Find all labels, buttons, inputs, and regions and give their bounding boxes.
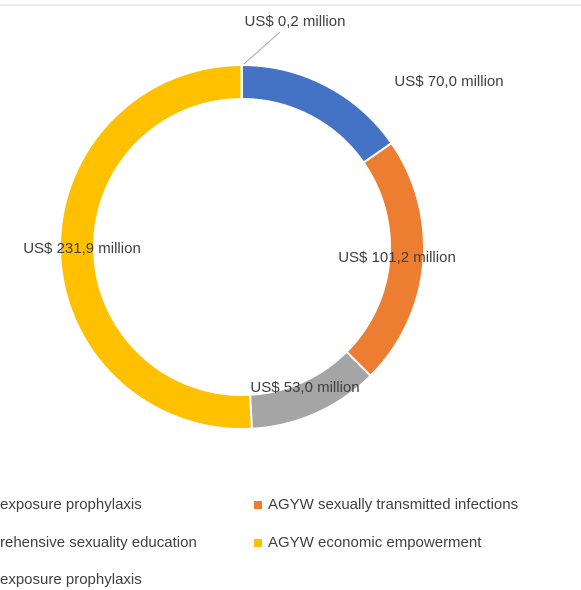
donut-segment <box>59 63 253 430</box>
data-label: US$ 0,2 million <box>245 13 346 30</box>
legend-label: AGYW economic empowerment <box>268 534 482 551</box>
donut-segment <box>240 63 243 101</box>
legend-label: rehensive sexuality education <box>0 534 197 551</box>
legend-swatch <box>254 539 262 547</box>
legend-label: exposure prophylaxis <box>0 496 142 513</box>
data-label: US$ 53,0 million <box>250 379 359 396</box>
leader-line <box>243 31 281 65</box>
data-label: US$ 70,0 million <box>394 73 503 90</box>
legend-label: exposure prophylaxis <box>0 571 142 588</box>
legend-label: AGYW sexually transmitted infections <box>268 496 518 513</box>
donut-segment <box>241 63 393 164</box>
legend-swatch <box>254 501 262 509</box>
data-label: US$ 231,9 million <box>23 240 141 257</box>
data-label: US$ 101,2 million <box>338 249 456 266</box>
